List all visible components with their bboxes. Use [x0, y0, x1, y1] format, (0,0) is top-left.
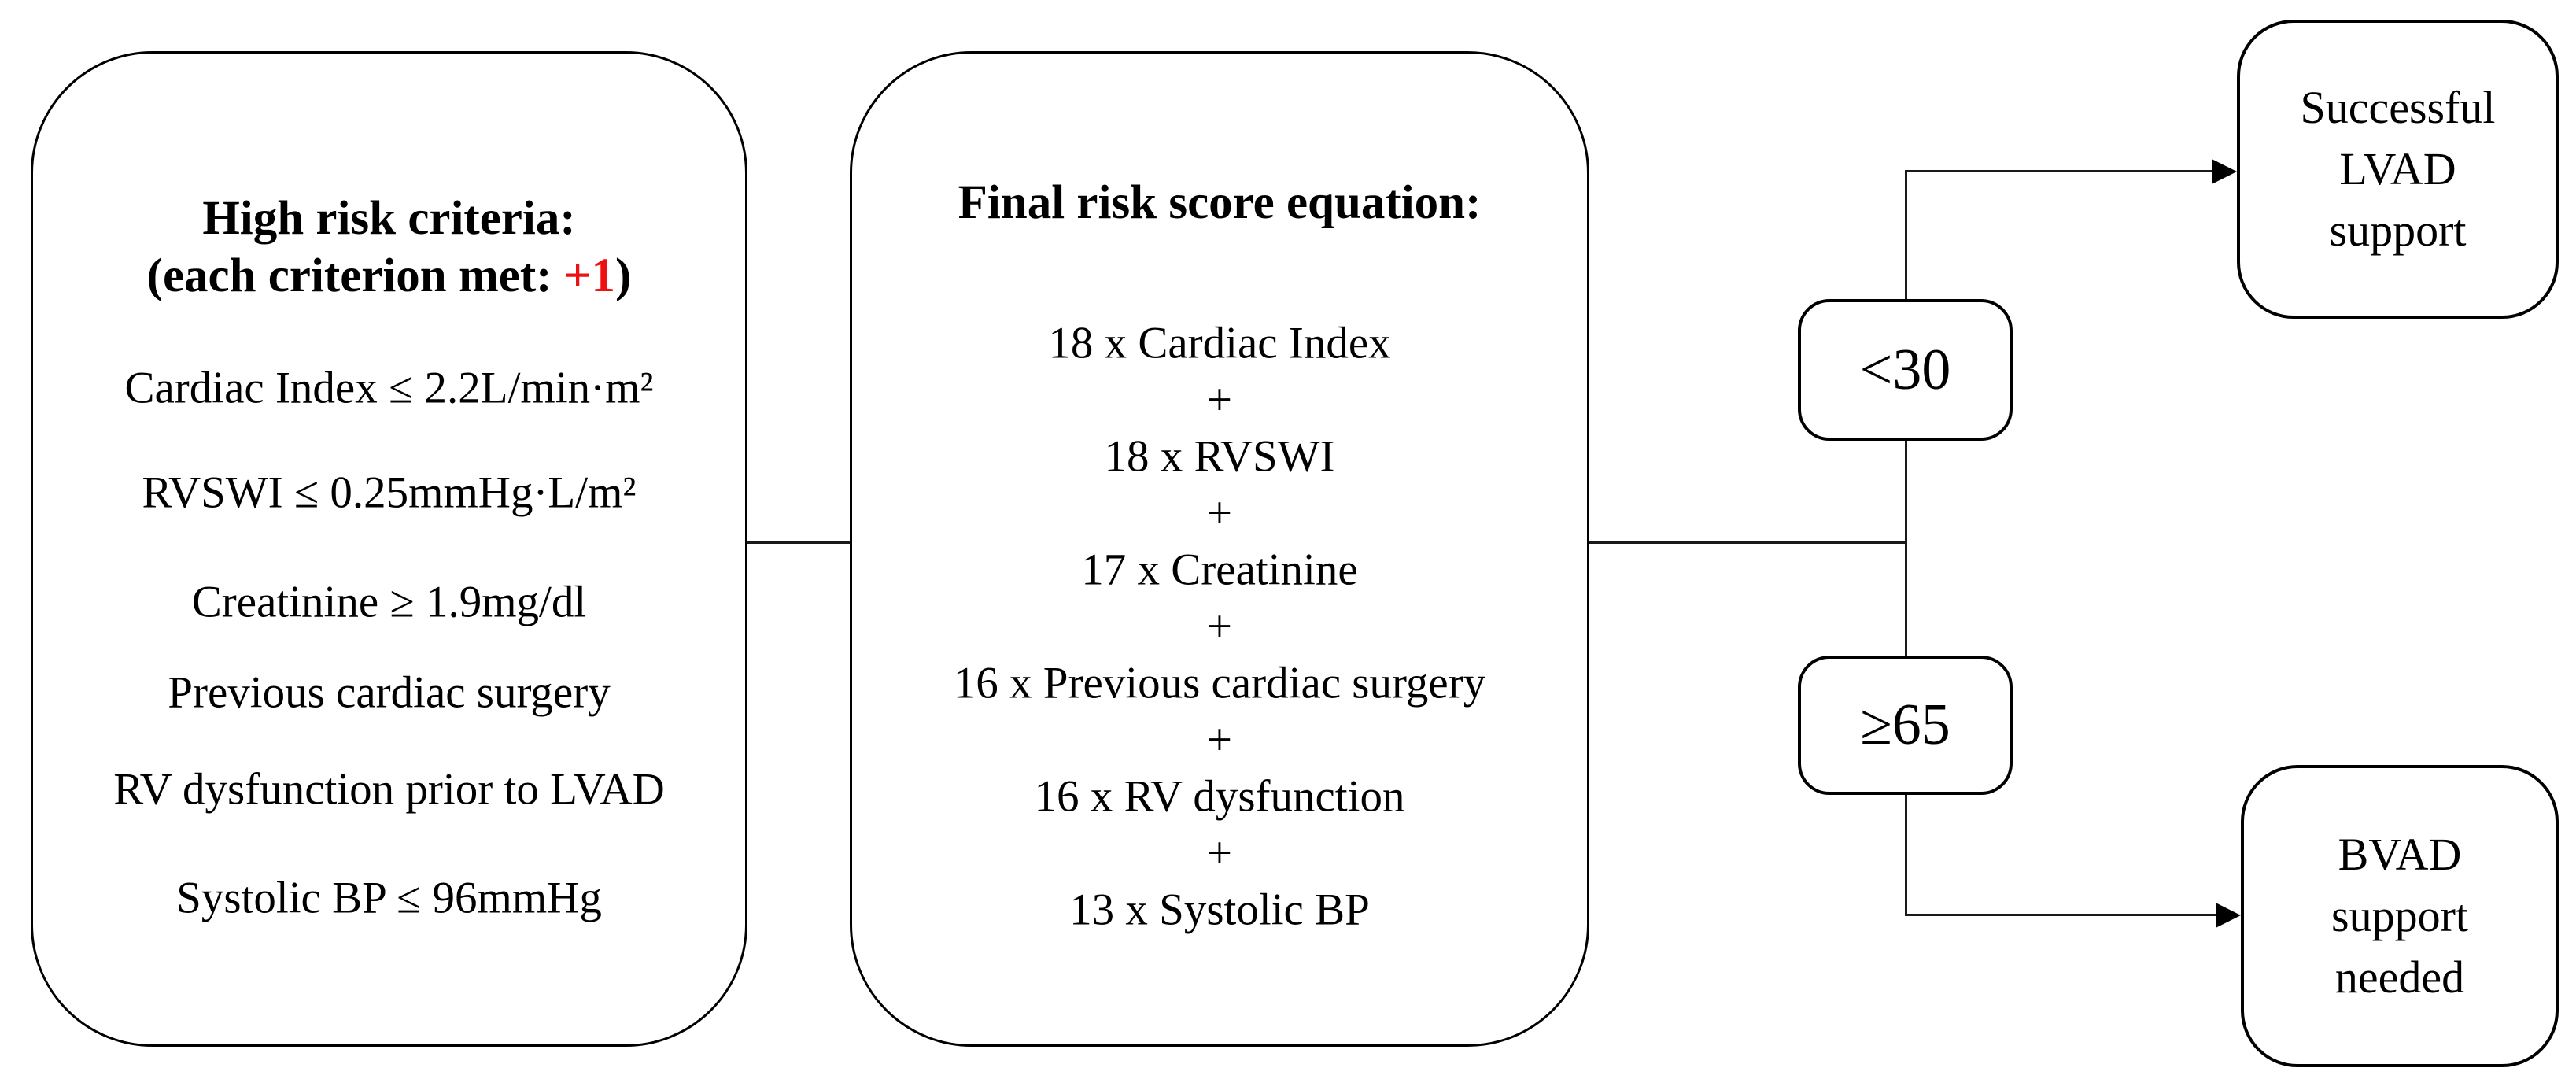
equation-plus-1: + [1206, 375, 1233, 425]
connector-decision-spine [1905, 170, 1907, 916]
criteria-plus-one-value: +1 [563, 249, 616, 302]
equation-plus-4: + [1206, 715, 1233, 765]
node-successful-lvad-support: Successful LVAD support [2237, 20, 2559, 319]
equation-term-systolic-bp: 13 x Systolic BP [1069, 885, 1370, 935]
connector-branch-low [1905, 170, 2213, 172]
criterion-systolic-bp: Systolic BP ≤ 96mmHg [176, 873, 602, 923]
equation-plus-3: + [1206, 601, 1233, 652]
threshold-high-label: ≥65 [1860, 693, 1950, 757]
criterion-cardiac-index: Cardiac Index ≤ 2.2L/min·m² [124, 363, 654, 413]
criteria-title-line2-prefix: (each criterion met: [146, 249, 564, 302]
equation-term-creatinine: 17 x Creatinine [1081, 545, 1358, 595]
equation-plus-2: + [1206, 488, 1233, 538]
criteria-title-line1: High risk criteria: [202, 192, 576, 245]
outcome-bvad-label: BVAD support needed [2331, 829, 2468, 1003]
node-bvad-support-needed: BVAD support needed [2241, 765, 2559, 1067]
node-final-risk-score-equation: Final risk score equation: 18 x Cardiac … [850, 51, 1589, 1047]
node-high-risk-criteria: High risk criteria: (each criterion met:… [31, 51, 747, 1047]
criterion-rvswi: RVSWI ≤ 0.25mmHg·L/m² [142, 467, 637, 518]
criteria-title-line2: (each criterion met: +1) [33, 249, 745, 304]
equation-term-previous-surgery: 16 x Previous cardiac surgery [953, 658, 1486, 708]
equation-title: Final risk score equation: [958, 176, 1482, 229]
criteria-title-line2-suffix: ) [615, 249, 632, 302]
outcome-success-label: Successful LVAD support [2300, 82, 2496, 256]
arrowhead-to-successful-lvad [2212, 159, 2237, 184]
criterion-previous-surgery: Previous cardiac surgery [168, 667, 611, 718]
criterion-creatinine: Creatinine ≥ 1.9mg/dl [191, 577, 587, 627]
equation-plus-5: + [1206, 828, 1233, 878]
node-score-below-30: <30 [1798, 299, 2013, 441]
connector-criteria-to-equation [747, 541, 850, 544]
equation-term-cardiac-index: 18 x Cardiac Index [1048, 318, 1391, 368]
node-score-65-or-more: ≥65 [1798, 656, 2013, 795]
equation-term-rv-dysfunction: 16 x RV dysfunction [1034, 771, 1405, 822]
criterion-rv-dysfunction: RV dysfunction prior to LVAD [113, 764, 665, 815]
threshold-low-label: <30 [1859, 337, 1951, 402]
connector-branch-high [1905, 914, 2217, 916]
arrowhead-to-bvad [2216, 903, 2241, 928]
equation-term-rvswi: 18 x RVSWI [1104, 431, 1335, 482]
connector-equation-to-spine [1589, 541, 1906, 544]
